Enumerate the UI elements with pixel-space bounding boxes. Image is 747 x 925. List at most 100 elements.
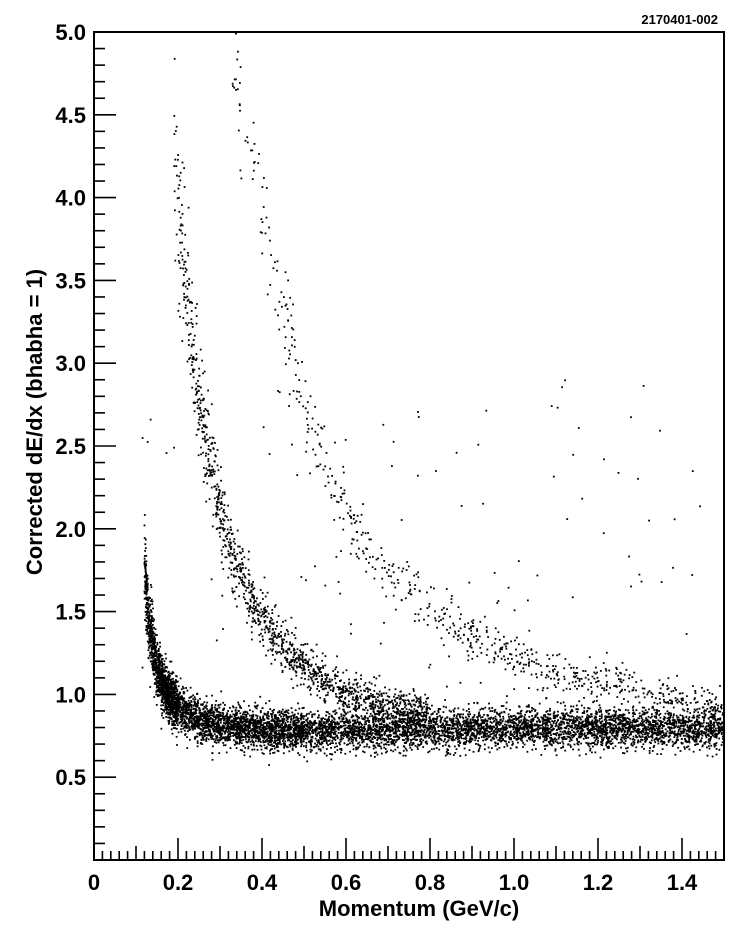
data-point (270, 713, 272, 715)
data-point (530, 718, 533, 721)
data-point (307, 727, 310, 729)
data-point (714, 712, 717, 715)
data-point (442, 734, 444, 737)
data-point (635, 746, 638, 749)
data-point (564, 704, 566, 707)
data-point (377, 744, 379, 747)
data-point (478, 711, 480, 714)
data-point (247, 736, 250, 738)
data-point (697, 743, 699, 745)
data-point (351, 741, 354, 743)
data-point (461, 724, 464, 727)
data-point (646, 738, 648, 741)
data-point (154, 628, 157, 630)
data-point (610, 740, 612, 742)
data-point (583, 710, 586, 712)
data-point (155, 651, 158, 654)
data-point (552, 733, 555, 735)
data-point (405, 749, 408, 752)
data-point (531, 707, 533, 709)
data-point (200, 703, 203, 706)
data-point (612, 730, 615, 732)
data-point (167, 700, 170, 703)
data-point (667, 739, 670, 742)
data-point (350, 736, 352, 739)
data-point (688, 741, 691, 744)
data-point (490, 747, 493, 750)
data-point (667, 722, 670, 725)
data-point (223, 725, 226, 728)
data-point (564, 749, 567, 752)
data-point (624, 724, 627, 726)
data-point (710, 736, 712, 738)
data-point (174, 724, 177, 726)
data-point (394, 748, 397, 751)
data-point (451, 735, 454, 738)
data-point (476, 717, 479, 719)
data-point (717, 710, 720, 713)
data-point (379, 719, 382, 722)
data-point (444, 699, 446, 701)
data-point (334, 739, 337, 741)
data-point (715, 732, 717, 735)
data-point (453, 707, 456, 710)
data-point (596, 721, 599, 723)
data-point (383, 724, 385, 726)
data-point (172, 720, 175, 723)
data-point (165, 706, 168, 709)
data-point (269, 749, 271, 752)
data-point (694, 738, 697, 741)
data-point (356, 747, 359, 750)
data-point (330, 747, 332, 749)
data-point (400, 713, 403, 716)
data-point (175, 679, 177, 681)
data-point (482, 727, 485, 729)
data-point (500, 731, 503, 734)
data-point (509, 734, 512, 736)
data-point (679, 733, 681, 736)
data-point (179, 706, 182, 709)
data-point (610, 743, 613, 745)
data-point (462, 708, 465, 711)
data-point (333, 718, 336, 721)
data-point (172, 715, 175, 718)
data-point (289, 745, 292, 748)
data-point (661, 729, 664, 732)
data-point (183, 718, 186, 721)
data-point (150, 584, 152, 586)
data-point (313, 713, 316, 716)
data-point (248, 733, 250, 735)
data-point (436, 732, 439, 735)
data-point (429, 734, 432, 737)
data-point (226, 716, 228, 719)
data-point (599, 706, 602, 709)
data-point (489, 710, 492, 713)
data-point (532, 733, 534, 736)
data-point (601, 720, 604, 723)
data-point (291, 742, 294, 745)
data-point (543, 732, 545, 735)
data-point (676, 738, 678, 741)
data-point (605, 736, 608, 738)
data-point (517, 724, 520, 727)
data-point (165, 700, 168, 703)
data-point (410, 748, 413, 751)
data-point (241, 720, 243, 723)
data-point (642, 724, 644, 726)
data-point (323, 752, 326, 755)
data-point (477, 750, 480, 753)
data-point (475, 737, 478, 739)
data-point (285, 733, 287, 736)
data-point (410, 739, 413, 741)
data-point (444, 754, 447, 757)
data-point (152, 663, 155, 665)
data-point (610, 732, 613, 735)
data-point (545, 721, 548, 724)
data-point (406, 736, 409, 739)
data-point (688, 719, 691, 722)
data-point (157, 648, 160, 650)
data-point (441, 732, 444, 734)
data-point (645, 740, 647, 742)
data-point (318, 722, 320, 725)
data-point (533, 744, 535, 746)
